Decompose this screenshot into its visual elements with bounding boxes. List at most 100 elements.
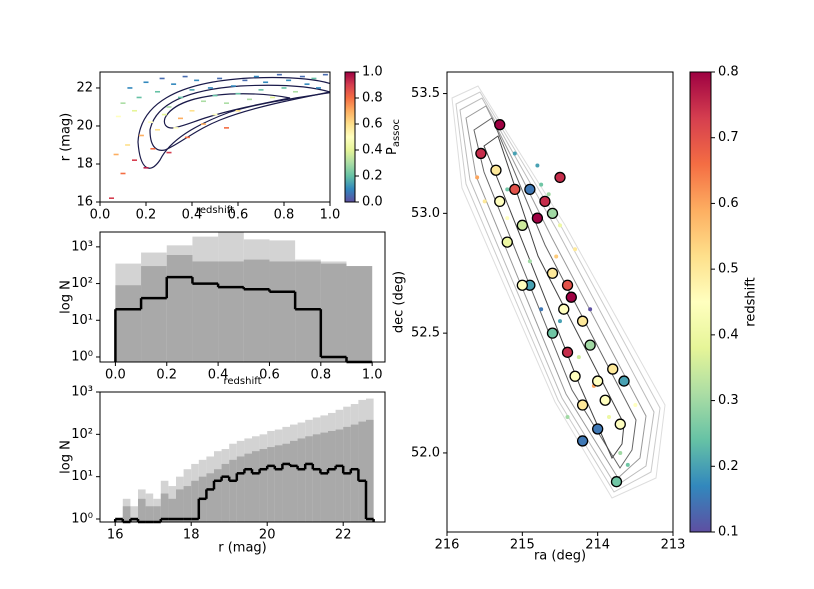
x-tick-label: 1.0 — [320, 208, 341, 223]
plot-layer: 0.0 0.2 0.4 0.6 0.8 1.0 16 18 20 22 redshift r (mag… — [59, 65, 759, 564]
histogram-bar — [229, 459, 237, 522]
point — [263, 81, 269, 84]
colorbar-label: redshift — [744, 277, 759, 326]
histogram-bar — [160, 493, 169, 522]
x-tick-label: 22 — [335, 528, 352, 543]
colorbar-tick-label: 0.0 — [362, 195, 383, 210]
point — [311, 77, 317, 80]
y-tick-label: 10⁰ — [71, 512, 93, 527]
point — [299, 75, 305, 78]
point — [125, 144, 131, 146]
point — [546, 207, 559, 220]
histogram-bar — [168, 498, 176, 522]
histogram-bar — [145, 506, 154, 522]
point — [516, 279, 528, 291]
colorbar-tick-label: 0.6 — [362, 117, 383, 132]
colorbar-tick-label: 1.0 — [362, 65, 383, 80]
histogram-bar — [130, 519, 138, 522]
colorbar-tick-label: 0.5 — [718, 262, 739, 277]
point — [194, 79, 200, 82]
histogram-bar — [206, 473, 214, 522]
histogram-bar — [328, 430, 336, 522]
points — [109, 73, 328, 199]
y-tick-label: 10² — [71, 276, 93, 291]
density-contours — [137, 76, 330, 169]
point — [512, 151, 517, 156]
y-tick-label: 10¹ — [71, 313, 93, 328]
point — [242, 79, 248, 82]
point — [592, 375, 604, 387]
point — [505, 216, 510, 221]
y-tick-label: 20 — [76, 118, 93, 133]
point — [127, 87, 133, 89]
y-tick-label: 10³ — [71, 385, 93, 400]
point — [155, 90, 160, 93]
point — [230, 85, 236, 87]
colorbar-tick-label: 0.2 — [362, 169, 383, 184]
point — [561, 279, 574, 291]
y-axis-label: log N — [59, 440, 74, 474]
histogram-bar — [218, 261, 244, 362]
x-tick-label: 1.0 — [362, 368, 383, 383]
histogram-bar — [320, 263, 347, 362]
point — [120, 172, 126, 175]
histogram-bar — [115, 519, 123, 522]
histogram-bar — [335, 429, 344, 522]
point — [558, 303, 570, 315]
point — [475, 175, 480, 180]
point — [610, 476, 623, 488]
histogram-bar — [346, 266, 373, 362]
point — [201, 123, 206, 125]
point — [546, 267, 559, 279]
histogram-bar — [366, 419, 374, 522]
x-tick-label: 214 — [585, 538, 610, 553]
histogram-bar — [350, 424, 359, 522]
x-tick-label: 16 — [107, 528, 124, 543]
point — [535, 163, 540, 168]
histogram-bar — [243, 259, 270, 362]
histogram-bar — [274, 445, 283, 522]
point — [109, 197, 114, 199]
point — [531, 212, 544, 224]
point — [576, 435, 589, 447]
histogram-bar — [191, 480, 199, 522]
histogram-bar — [236, 456, 245, 522]
histogram-bar — [305, 436, 313, 522]
point — [573, 247, 578, 252]
colorbar-tick-label: 0.7 — [718, 130, 739, 145]
x-tick-label: 0.6 — [259, 368, 280, 383]
y-tick-label: 10¹ — [71, 469, 93, 484]
point — [539, 195, 551, 208]
histogram-bar — [297, 438, 306, 522]
x-axis-label: ra (deg) — [534, 549, 586, 564]
x-tick-label: 213 — [661, 538, 686, 553]
point — [316, 87, 321, 89]
x-axis-label: r (mag) — [218, 541, 267, 556]
point — [247, 98, 252, 101]
point — [494, 119, 506, 131]
point — [132, 109, 137, 112]
point — [207, 87, 213, 89]
y-axis-label: dec (deg) — [392, 271, 407, 333]
histogram-bar — [221, 463, 230, 522]
x-tick-label: 20 — [259, 528, 276, 543]
point — [224, 102, 229, 104]
y-tick-label: 10⁰ — [71, 349, 93, 364]
colorbar — [689, 71, 712, 533]
point — [304, 83, 310, 85]
point — [182, 75, 188, 78]
colorbar-tick-label: 0.4 — [718, 327, 739, 342]
y-tick-label: 16 — [76, 195, 93, 210]
x-tick-label: 215 — [510, 538, 535, 553]
point — [258, 89, 264, 91]
x-tick-label: 0.2 — [156, 368, 177, 383]
colorbar — [344, 71, 356, 203]
y-tick-label: 53.0 — [411, 206, 440, 221]
point — [178, 117, 183, 120]
point — [212, 113, 218, 116]
point — [625, 462, 630, 467]
point — [212, 94, 218, 97]
histogram-bar — [176, 489, 184, 522]
point — [588, 307, 593, 312]
point — [173, 127, 179, 129]
